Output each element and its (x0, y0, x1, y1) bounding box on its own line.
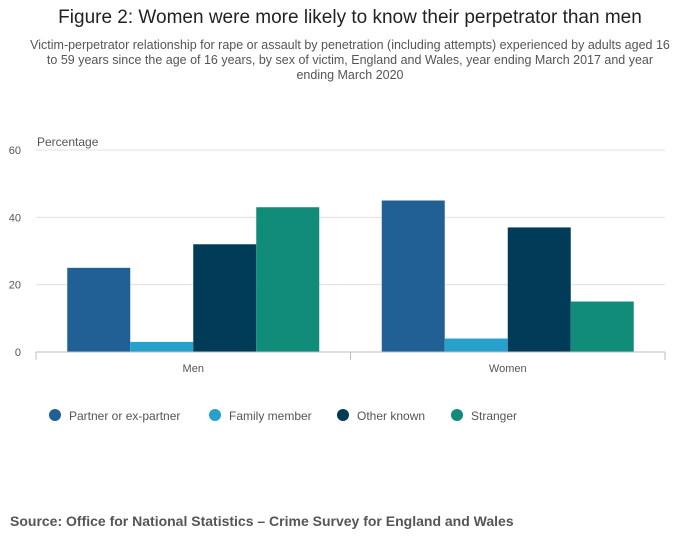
legend-marker (451, 409, 463, 421)
legend-marker (49, 409, 61, 421)
chart-title: Figure 2: Women were more likely to know… (58, 7, 642, 28)
source-note: Source: Office for National Statistics –… (10, 513, 514, 529)
x-tick-label: Women (489, 363, 527, 375)
y-axis-label: Percentage (37, 135, 99, 149)
legend-label: Family member (229, 409, 312, 423)
legend-label: Partner or ex-partner (69, 409, 180, 423)
bar-men-partner-or-ex-partner (67, 267, 131, 352)
x-tick-label: Men (183, 363, 204, 375)
y-tick-label: 0 (15, 347, 21, 359)
bar-women-partner-or-ex-partner (381, 200, 445, 352)
bar-women-other-known (507, 227, 571, 352)
bar-men-family-member (130, 341, 194, 352)
y-tick-label: 40 (9, 212, 21, 224)
legend-marker (209, 409, 221, 421)
bar-women-stranger (570, 301, 634, 352)
bar-women-family-member (444, 338, 508, 352)
legend-marker (337, 409, 349, 421)
chart-subtitle: Victim-perpetrator relationship for rape… (30, 38, 670, 82)
bar-men-other-known (193, 244, 257, 352)
y-tick-label: 20 (9, 280, 21, 292)
legend-label: Other known (357, 409, 425, 423)
bar-men-stranger (256, 207, 320, 352)
y-tick-label: 60 (9, 145, 21, 157)
legend-label: Stranger (471, 409, 517, 423)
